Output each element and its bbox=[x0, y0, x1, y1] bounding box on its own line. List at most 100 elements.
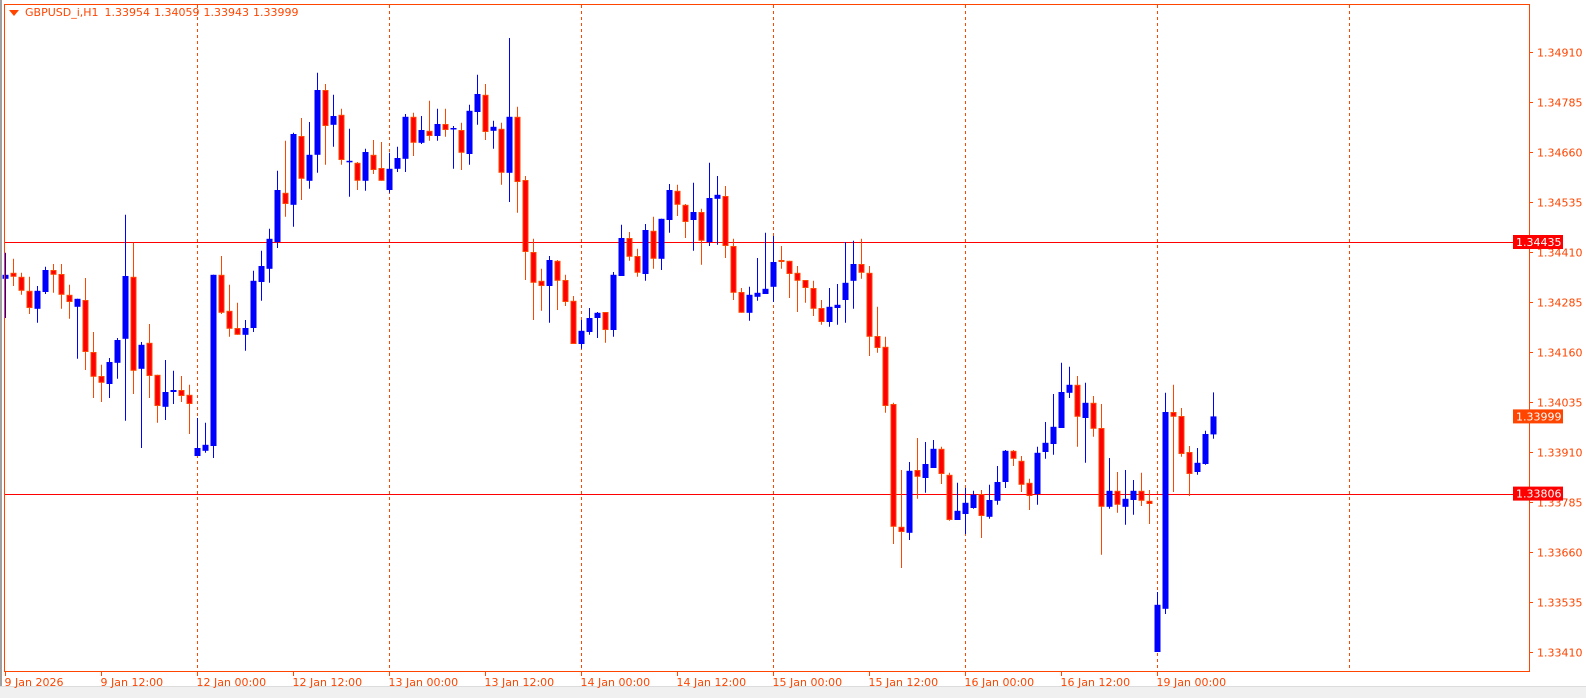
candle-body bbox=[946, 474, 953, 520]
candle-body bbox=[34, 290, 41, 309]
bullish-candle bbox=[658, 218, 665, 270]
bullish-candle bbox=[714, 176, 721, 245]
time-axis[interactable]: 9 Jan 2026 9 Jan 12:00 12 Jan 00:00 12 Jan … bbox=[5, 672, 1227, 689]
bearish-candle bbox=[978, 490, 985, 538]
candle-body bbox=[298, 136, 305, 179]
candle-body bbox=[954, 510, 961, 520]
bearish-candle bbox=[730, 238, 737, 300]
candle-body bbox=[834, 304, 841, 308]
bearish-candle bbox=[530, 238, 537, 320]
bearish-candle bbox=[1018, 456, 1025, 492]
candle-body bbox=[794, 272, 801, 281]
bearish-candle bbox=[378, 142, 385, 181]
bearish-candle bbox=[482, 84, 489, 140]
price-tick-label: 1.34410 bbox=[1537, 247, 1583, 260]
candle-body bbox=[1122, 498, 1129, 507]
bearish-candle bbox=[866, 266, 873, 356]
candle-body bbox=[74, 298, 81, 307]
price-axis[interactable]: 1.34910 1.34785 1.34660 1.34535 1.34410 1.342… bbox=[1529, 47, 1583, 660]
candle-body bbox=[554, 260, 561, 281]
candle-body bbox=[98, 376, 105, 383]
bullish-candle bbox=[618, 224, 625, 276]
price-tick-label: 1.34035 bbox=[1537, 397, 1583, 410]
candle-body bbox=[874, 336, 881, 348]
price-tick-label: 1.34785 bbox=[1537, 97, 1583, 110]
bearish-candle bbox=[186, 384, 193, 434]
bearish-candle bbox=[522, 176, 529, 280]
candle-body bbox=[466, 110, 473, 154]
candle-body bbox=[130, 276, 137, 371]
bullish-candle bbox=[386, 152, 393, 193]
close-value: 1.33999 bbox=[253, 6, 299, 19]
triangle-down-icon[interactable] bbox=[9, 9, 19, 16]
candle-body bbox=[274, 190, 281, 242]
bearish-candle bbox=[602, 312, 609, 343]
bullish-candle bbox=[466, 104, 473, 165]
bullish-candle bbox=[2, 252, 9, 318]
bullish-candle bbox=[1082, 382, 1089, 463]
bottom-strip bbox=[0, 686, 1586, 698]
bullish-candle bbox=[490, 120, 497, 149]
bearish-candle bbox=[338, 108, 345, 165]
time-tick-label: 9 Jan 2026 bbox=[5, 676, 64, 689]
candle-body bbox=[1154, 604, 1161, 652]
bullish-candle bbox=[274, 170, 281, 248]
candle-body bbox=[1210, 416, 1217, 435]
candle-body bbox=[154, 374, 161, 406]
bearish-candle bbox=[1170, 384, 1177, 492]
bullish-candle bbox=[962, 488, 969, 534]
bearish-candle bbox=[898, 470, 905, 568]
time-tick-label: 19 Jan 00:00 bbox=[1157, 676, 1227, 689]
candle-body bbox=[818, 308, 825, 322]
bullish-candle bbox=[210, 274, 217, 458]
candle-body bbox=[138, 344, 145, 369]
candle-body bbox=[330, 116, 337, 125]
candle-body bbox=[682, 204, 689, 223]
candle-body bbox=[666, 190, 673, 220]
bullish-candle bbox=[1042, 422, 1049, 459]
candle-body bbox=[1146, 500, 1153, 504]
bullish-candle bbox=[506, 38, 513, 202]
bearish-candle bbox=[1074, 376, 1081, 447]
bullish-candle bbox=[1210, 392, 1217, 439]
candle-body bbox=[490, 126, 497, 131]
candle-body bbox=[242, 328, 249, 335]
candle-body bbox=[322, 90, 329, 126]
bearish-candle bbox=[634, 248, 641, 277]
time-tick-label: 15 Jan 00:00 bbox=[773, 676, 843, 689]
candle-body bbox=[962, 502, 969, 514]
bearish-candle bbox=[570, 296, 577, 344]
candle-body bbox=[170, 390, 177, 392]
price-tick-label: 1.33410 bbox=[1537, 647, 1583, 660]
candle-body bbox=[18, 276, 25, 291]
bullish-candle bbox=[586, 308, 593, 335]
candle-body bbox=[1050, 426, 1057, 444]
level-price-label: 1.34435 bbox=[1516, 236, 1562, 249]
candle-body bbox=[1018, 460, 1025, 485]
bullish-candle bbox=[970, 490, 977, 509]
bullish-candle bbox=[74, 298, 81, 359]
candle-body bbox=[730, 246, 737, 293]
candle-body bbox=[1162, 412, 1169, 609]
bearish-candle bbox=[722, 186, 729, 258]
candle-body bbox=[642, 230, 649, 274]
bearish-candle bbox=[298, 118, 305, 200]
price-tick-label: 1.33535 bbox=[1537, 597, 1583, 610]
candle-body bbox=[770, 262, 777, 287]
bullish-candle bbox=[1002, 450, 1009, 488]
candle-body bbox=[970, 494, 977, 508]
bearish-candle bbox=[354, 162, 361, 190]
bullish-candle bbox=[114, 338, 121, 379]
candle-body bbox=[282, 192, 289, 205]
candle-body bbox=[1178, 416, 1185, 454]
time-tick-label: 12 Jan 12:00 bbox=[293, 676, 363, 689]
open-value: 1.33954 bbox=[104, 6, 151, 19]
bullish-candle bbox=[610, 272, 617, 337]
candle-body bbox=[882, 346, 889, 406]
bullish-candle bbox=[1154, 592, 1161, 652]
bearish-candle bbox=[626, 232, 633, 261]
bearish-candle bbox=[1186, 446, 1193, 496]
candle-body bbox=[698, 212, 705, 241]
candle-body bbox=[906, 470, 913, 533]
